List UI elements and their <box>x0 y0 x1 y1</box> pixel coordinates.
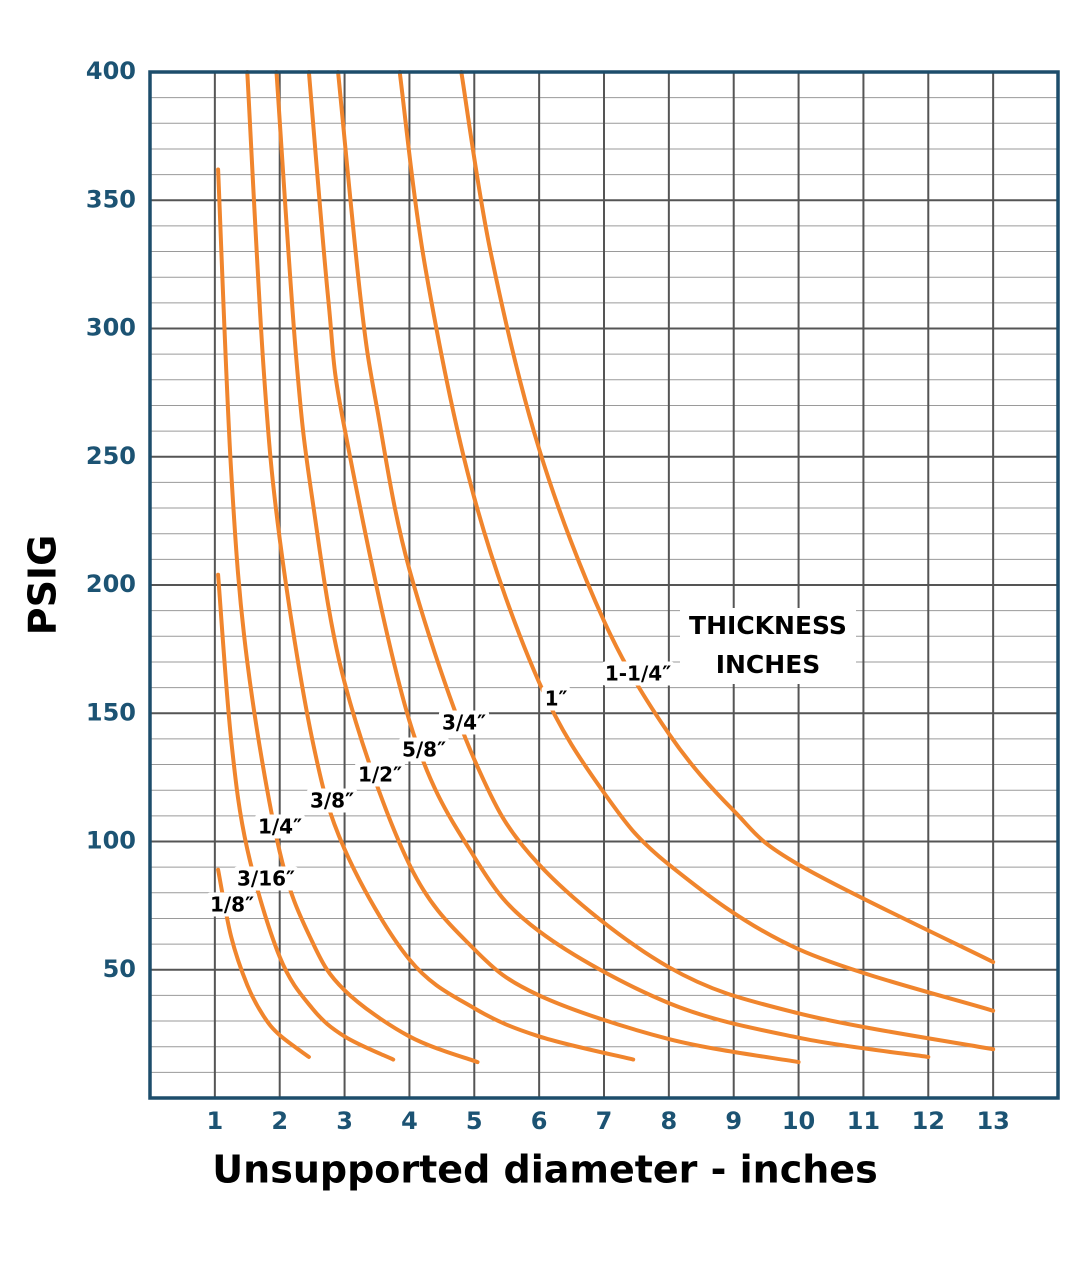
x-tick-label: 12 <box>912 1107 945 1135</box>
series-label: 1/2″ <box>358 763 402 787</box>
plot-frame <box>148 70 1060 1100</box>
y-tick-label: 300 <box>86 314 136 342</box>
series-line <box>216 572 396 1062</box>
series-label: 1″ <box>545 687 568 711</box>
x-tick-label: 5 <box>466 1107 483 1135</box>
labels: 1/8″3/16″ 1/4″ 3/8″1/2″5/8″ 3/4″ 1″ 1-1/4″ <box>206 661 675 917</box>
y-tick-label: 400 <box>86 57 136 85</box>
series-label-bg <box>306 788 358 813</box>
y-tick-label: 200 <box>86 570 136 598</box>
x-tick-label: 9 <box>725 1107 742 1135</box>
annotation: THICKNESS <box>689 611 847 640</box>
x-tick-label: 2 <box>271 1107 288 1135</box>
y-tick-label: 50 <box>103 955 136 983</box>
series-label: 1/4″ <box>258 815 302 839</box>
series-label-bg <box>206 892 258 917</box>
x-tick-label: 1 <box>207 1107 224 1135</box>
grid <box>150 71 1058 1098</box>
series-label-bg <box>254 814 306 839</box>
series-label: 5/8″ <box>402 738 446 762</box>
y-tick-label: 150 <box>86 698 136 726</box>
x-tick-label: 10 <box>782 1107 815 1135</box>
series-label: 1-1/4″ <box>605 662 671 686</box>
annotation-bg <box>680 608 856 684</box>
x-axis-title: Unsupported diameter - inches <box>212 1148 877 1192</box>
annotation: INCHES <box>716 650 821 679</box>
series-line <box>306 70 931 1059</box>
x-tick-label: 3 <box>336 1107 353 1135</box>
y-axis-title: PSIG <box>21 535 65 636</box>
y-tick-label: 350 <box>86 185 136 213</box>
series-label: 1/8″ <box>210 893 254 917</box>
y-tick-label: 250 <box>86 442 136 470</box>
y-tick-label: 100 <box>86 827 136 855</box>
x-tick-label: 13 <box>976 1107 1009 1135</box>
series-label-bg <box>541 686 571 711</box>
x-tick-label: 4 <box>401 1107 418 1135</box>
series-line <box>274 70 801 1065</box>
series-label-bg <box>438 710 490 735</box>
x-tick-label: 8 <box>661 1107 678 1135</box>
x-tick-label: 11 <box>847 1107 880 1135</box>
series-label: 3/16″ <box>237 867 295 891</box>
series-label: 3/4″ <box>442 711 486 735</box>
x-tick-label: 7 <box>596 1107 613 1135</box>
series-label: 3/8″ <box>310 789 354 813</box>
series-label-bg <box>354 762 406 787</box>
series-line <box>459 70 996 965</box>
series-label-bg <box>601 661 675 686</box>
series-label-bg <box>234 866 299 891</box>
series-line <box>216 867 311 1059</box>
series-line <box>336 70 996 1052</box>
series-label-bg <box>398 737 450 762</box>
series-line <box>245 70 636 1062</box>
x-tick-label: 6 <box>531 1107 548 1135</box>
